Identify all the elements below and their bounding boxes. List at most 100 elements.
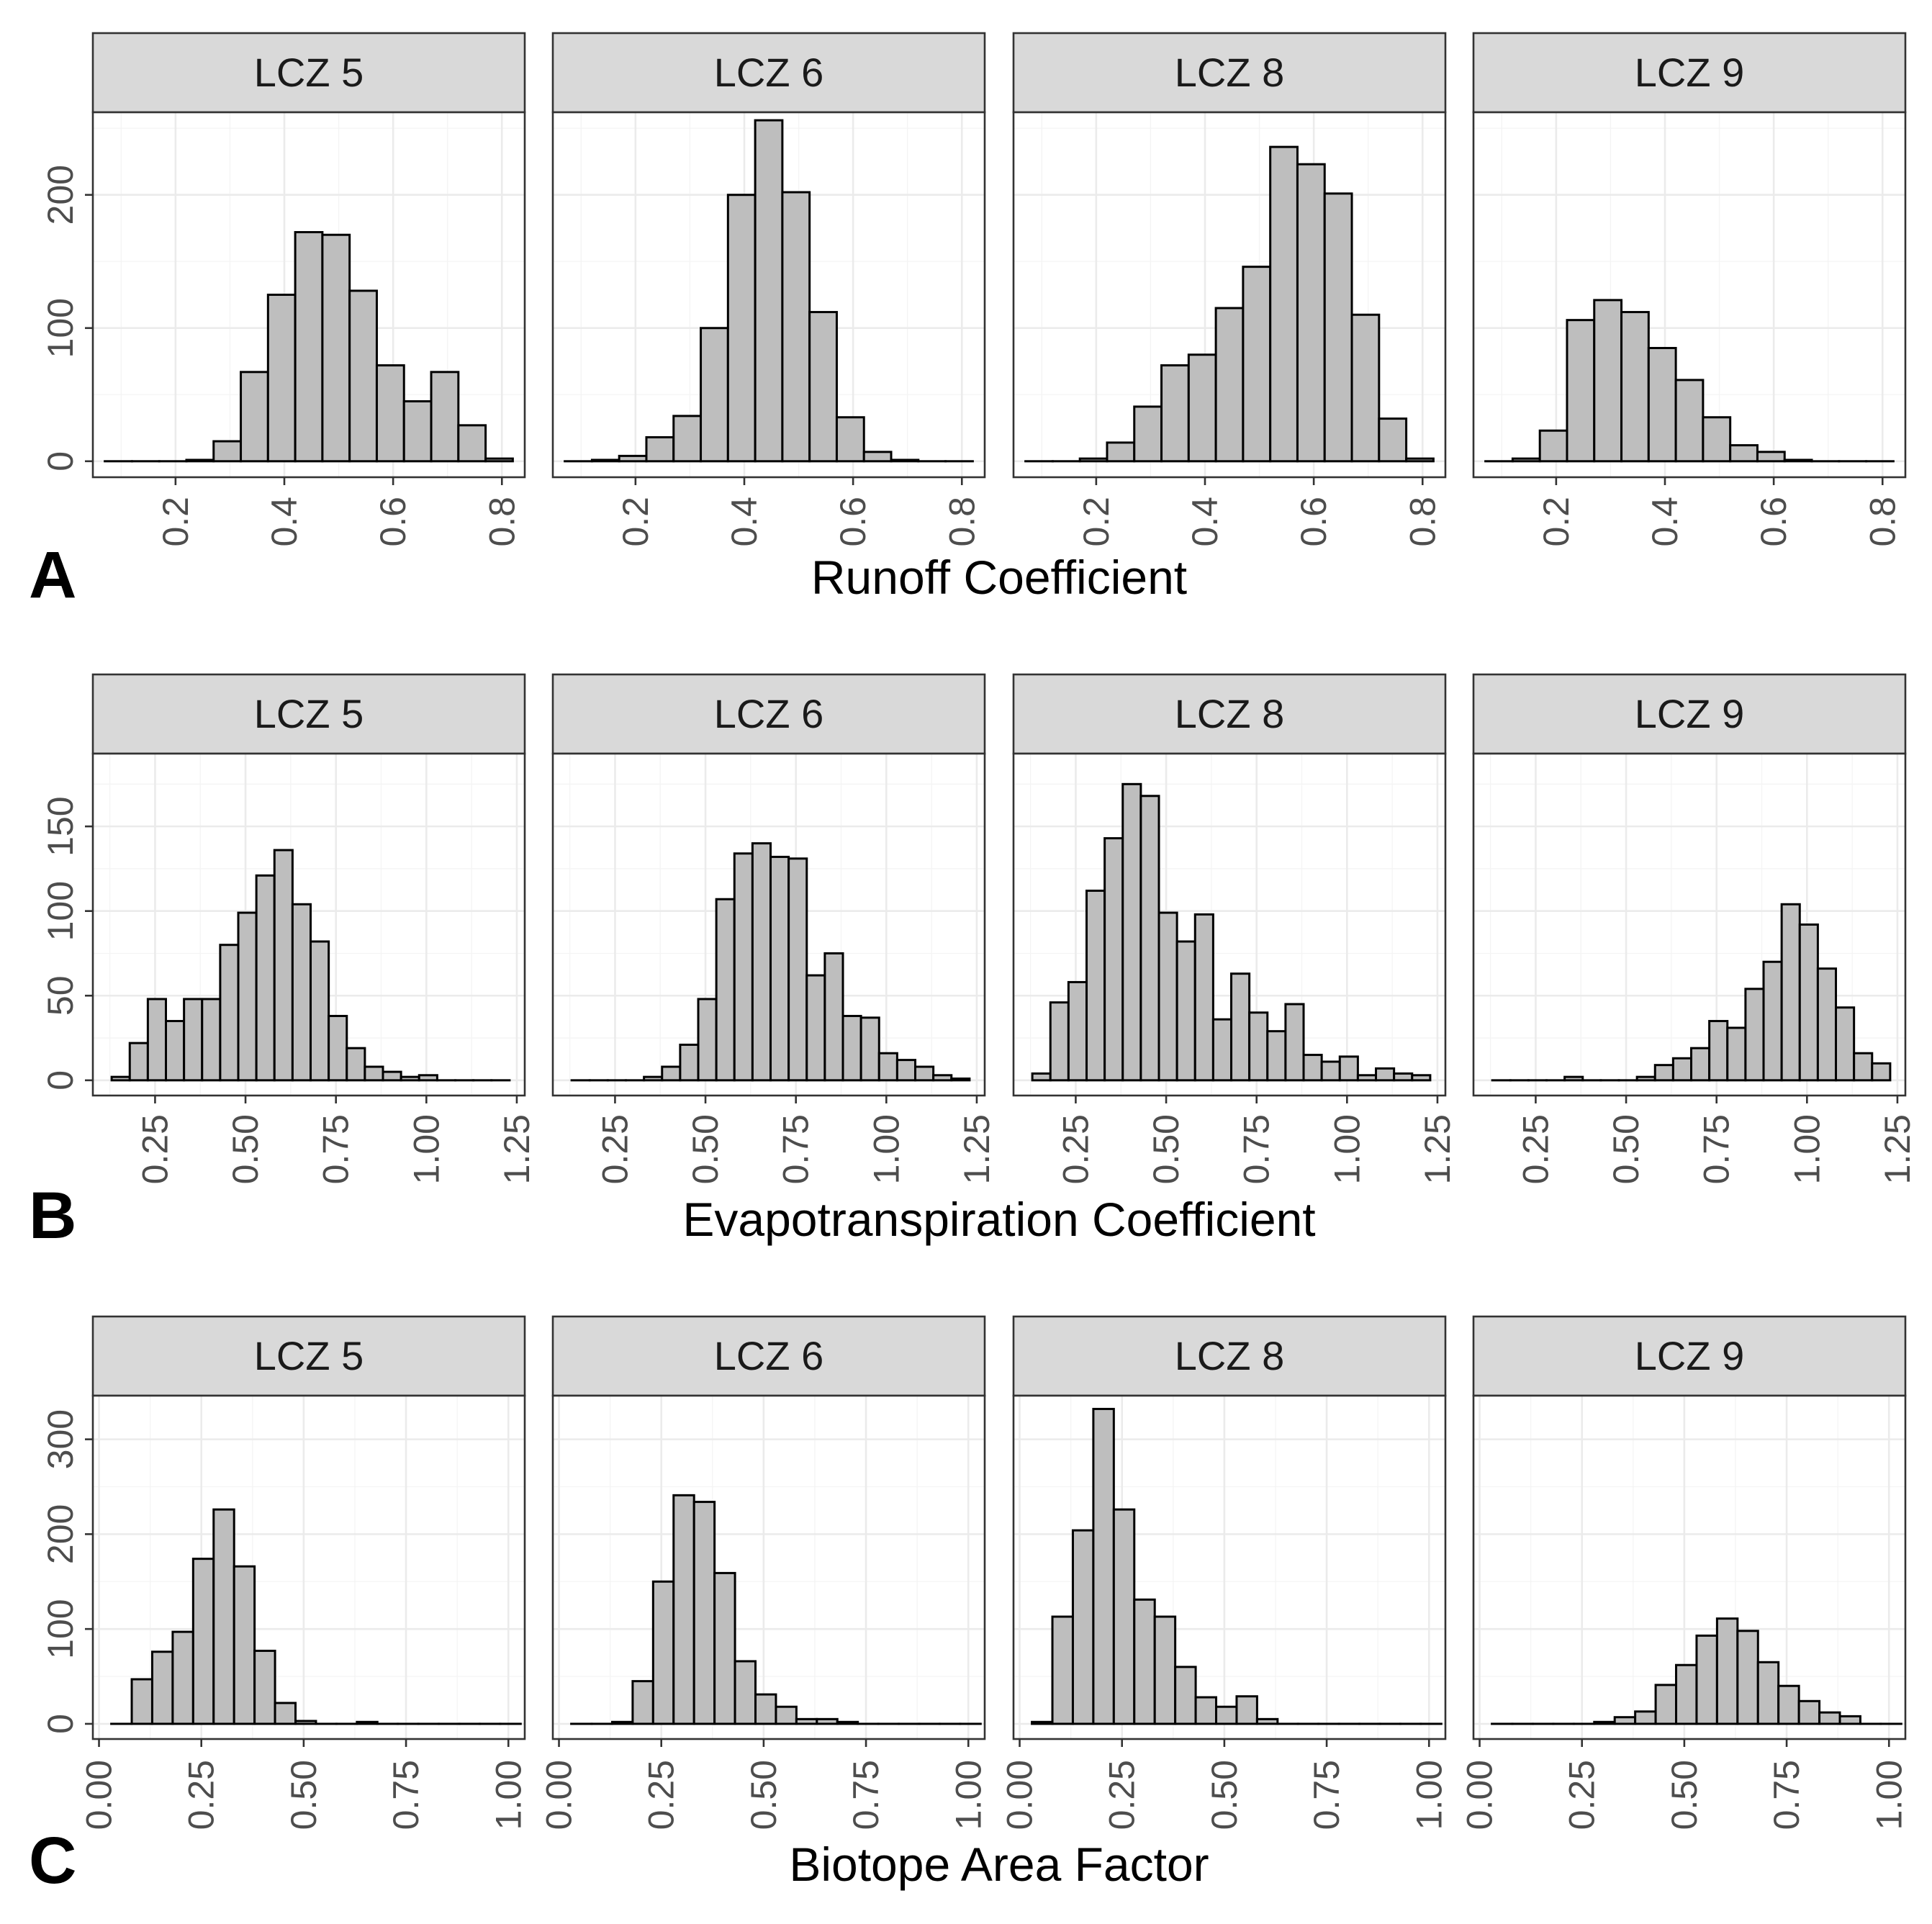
histogram-bar xyxy=(1242,266,1272,463)
histogram-bar xyxy=(1284,1003,1305,1082)
histogram-bar xyxy=(726,194,757,463)
histogram-bar xyxy=(1411,1074,1432,1082)
histogram-bar xyxy=(1838,1715,1861,1725)
histogram-bar xyxy=(859,1016,880,1082)
histogram-bar xyxy=(1092,1407,1115,1725)
histogram-bar xyxy=(733,1660,757,1725)
histogram-bar xyxy=(294,1720,317,1725)
histogram-bar xyxy=(273,849,294,1082)
histogram-bar xyxy=(130,1678,153,1725)
histogram-bar xyxy=(1350,313,1381,463)
histogram-bar xyxy=(1051,1615,1074,1725)
x-tick-label: 0.6 xyxy=(1753,497,1794,547)
histogram-bar xyxy=(1378,417,1408,463)
x-tick-label: 0.25 xyxy=(595,1114,635,1184)
x-tick-label: 0.4 xyxy=(264,497,304,547)
histogram-bar xyxy=(253,1649,276,1725)
histogram-bar xyxy=(1729,444,1759,463)
histogram-bar xyxy=(212,1508,235,1725)
histogram-bar xyxy=(645,435,675,463)
panel-border xyxy=(91,1394,526,1740)
x-axis-title: Runoff Coefficient xyxy=(811,551,1187,604)
facet-label: LCZ 5 xyxy=(254,50,364,95)
histogram-bar xyxy=(1296,163,1326,463)
histogram-bar xyxy=(713,1571,736,1725)
histogram-bar xyxy=(328,1014,348,1082)
x-tick-label: 0.75 xyxy=(1697,1114,1737,1184)
histogram-bar xyxy=(1744,988,1765,1082)
x-tick-label: 0.8 xyxy=(942,497,982,547)
histogram-bar xyxy=(310,940,330,1082)
y-tick-label: 0 xyxy=(40,451,81,471)
histogram-bar xyxy=(1798,923,1819,1082)
histogram-bar xyxy=(356,1720,379,1725)
histogram-bar xyxy=(402,400,433,463)
histogram-bar xyxy=(672,415,703,463)
histogram-bar xyxy=(862,451,893,463)
histogram-bar xyxy=(1634,1710,1657,1725)
histogram-bar xyxy=(1563,1075,1584,1082)
x-tick-label: 1.00 xyxy=(948,1760,988,1830)
histogram-bar xyxy=(294,231,324,463)
histogram-bar xyxy=(1139,795,1160,1082)
histogram-bar xyxy=(1777,1684,1800,1725)
x-tick-label: 0.00 xyxy=(1460,1760,1500,1830)
panel-b-lcz-8: LCZ 8 0.25 0.50 0.75 1.00 1.25 xyxy=(1012,673,1458,1184)
panel-b-lcz-9: LCZ 9 0.25 0.50 0.75 1.00 1.25 xyxy=(1472,673,1918,1184)
histogram-bar xyxy=(1654,1684,1678,1725)
x-tick-label: 0.2 xyxy=(1076,497,1116,547)
histogram-bar xyxy=(348,289,378,463)
histogram-bar xyxy=(1675,1663,1698,1725)
histogram-bar xyxy=(1133,405,1163,463)
facet-strip xyxy=(1472,32,1907,114)
x-tick-label: 0.4 xyxy=(724,497,764,547)
histogram-bar xyxy=(836,1720,859,1725)
histogram-bar xyxy=(1538,429,1568,463)
histogram-bar xyxy=(237,911,258,1082)
histogram-bar xyxy=(1049,1001,1070,1082)
histogram-bar xyxy=(1405,457,1435,463)
histogram-bar xyxy=(877,1052,898,1082)
x-tick-label: 0.4 xyxy=(1185,497,1225,547)
histogram-bar xyxy=(700,327,729,463)
facet-strip xyxy=(1472,673,1907,755)
histogram-bar xyxy=(1797,1699,1821,1725)
x-tick-label: 1.00 xyxy=(866,1114,906,1184)
histogram-bar xyxy=(661,1065,682,1082)
x-tick-label: 0.75 xyxy=(846,1760,886,1830)
histogram-bar xyxy=(841,1014,862,1082)
x-tick-label: 0.25 xyxy=(181,1760,222,1830)
panel-border xyxy=(1012,1394,1447,1740)
y-tick-label: 300 xyxy=(40,1409,81,1469)
histogram-bar xyxy=(631,1680,654,1725)
histogram-bar xyxy=(1715,1617,1739,1725)
x-tick-label: 0.25 xyxy=(1102,1760,1142,1830)
histogram-bar xyxy=(364,1065,384,1082)
histogram-bar xyxy=(266,294,297,463)
histogram-bar xyxy=(816,1717,839,1725)
histogram-bar xyxy=(128,1042,149,1082)
histogram-bar xyxy=(1853,1052,1874,1082)
histogram-bar xyxy=(146,998,168,1082)
histogram-bar xyxy=(1071,1529,1095,1725)
panel-letter: A xyxy=(29,538,76,612)
x-tick-label: 0.25 xyxy=(1055,1114,1096,1184)
histogram-bar xyxy=(1121,782,1142,1082)
histogram-bar xyxy=(1269,145,1299,463)
x-tick-label: 0.4 xyxy=(1645,497,1685,547)
histogram-bar xyxy=(1356,1074,1378,1082)
histogram-bar xyxy=(219,944,240,1082)
histogram-bar xyxy=(1762,960,1783,1082)
histogram-bar xyxy=(1067,980,1088,1082)
histogram-bar xyxy=(950,1077,971,1082)
histogram-bar xyxy=(274,1702,297,1725)
histogram-bar xyxy=(1235,1695,1258,1725)
histogram-bar xyxy=(430,371,460,463)
histogram-bar xyxy=(1266,1030,1287,1082)
histogram-bar xyxy=(1674,379,1705,463)
x-tick-label: 0.2 xyxy=(155,497,196,547)
histogram-bar xyxy=(1085,889,1106,1082)
histogram-bar xyxy=(787,857,808,1082)
histogram-bar xyxy=(808,311,838,463)
histogram-bar xyxy=(1175,940,1196,1082)
